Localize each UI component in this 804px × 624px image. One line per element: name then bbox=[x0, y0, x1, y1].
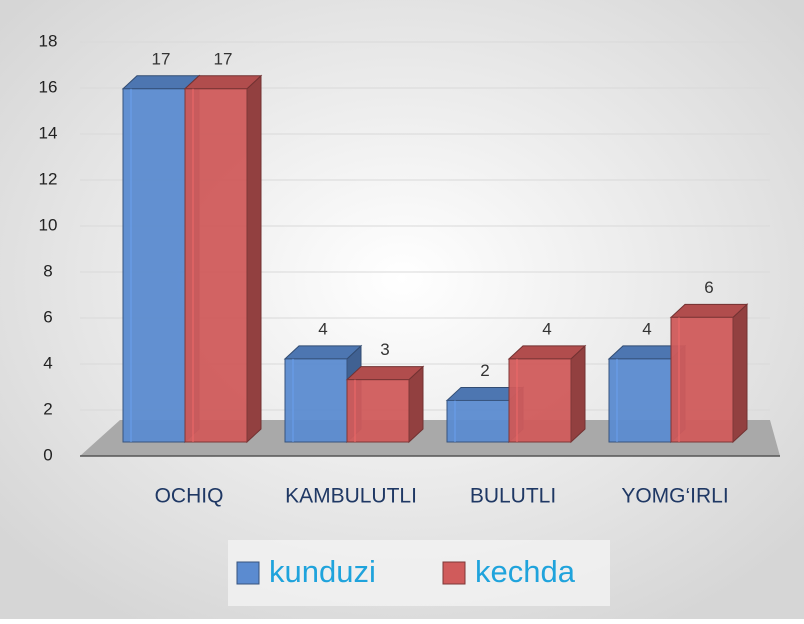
x-tick-label: YOMG‘IRLI bbox=[621, 485, 728, 508]
y-tick-label: 6 bbox=[43, 307, 52, 326]
bar bbox=[346, 379, 410, 443]
bar-top bbox=[669, 303, 749, 318]
value-label: 4 bbox=[542, 319, 551, 338]
value-label: 2 bbox=[480, 361, 489, 380]
bar-top bbox=[345, 366, 425, 381]
y-tick-label: 10 bbox=[39, 215, 58, 234]
value-label: 3 bbox=[380, 340, 389, 359]
y-tick-label: 2 bbox=[43, 399, 52, 418]
bar-top bbox=[183, 75, 263, 90]
legend-swatch bbox=[442, 561, 466, 585]
bar bbox=[670, 316, 734, 443]
y-tick-label: 4 bbox=[43, 353, 52, 372]
bar-top bbox=[283, 345, 363, 360]
legend-swatch bbox=[236, 561, 260, 585]
bar bbox=[446, 399, 510, 443]
x-tick-label: BULUTLI bbox=[470, 485, 556, 508]
legend-label: kechda bbox=[475, 554, 576, 589]
x-tick-label: KAMBULUTLI bbox=[285, 485, 417, 508]
y-tick-label: 18 bbox=[39, 31, 58, 50]
bar bbox=[284, 358, 348, 443]
y-tick-label: 16 bbox=[39, 77, 58, 96]
value-label: 4 bbox=[318, 319, 327, 338]
value-label: 17 bbox=[152, 49, 171, 68]
y-tick-label: 12 bbox=[39, 169, 58, 188]
bar bbox=[184, 88, 248, 443]
bar-side bbox=[246, 74, 262, 444]
bar bbox=[608, 358, 672, 443]
bar-side bbox=[570, 344, 586, 444]
y-tick-label: 14 bbox=[39, 123, 58, 142]
bar bbox=[122, 88, 186, 443]
y-tick-label: 8 bbox=[43, 261, 52, 280]
legend-box bbox=[228, 540, 610, 606]
bar-side bbox=[732, 303, 748, 444]
value-label: 17 bbox=[214, 49, 233, 68]
bar bbox=[508, 358, 572, 443]
x-tick-label: OCHIQ bbox=[155, 485, 224, 508]
value-label: 4 bbox=[642, 319, 651, 338]
bar-top bbox=[507, 345, 587, 360]
legend-label: kunduzi bbox=[269, 554, 376, 589]
value-label: 6 bbox=[704, 278, 713, 297]
y-tick-label: 0 bbox=[43, 445, 52, 464]
